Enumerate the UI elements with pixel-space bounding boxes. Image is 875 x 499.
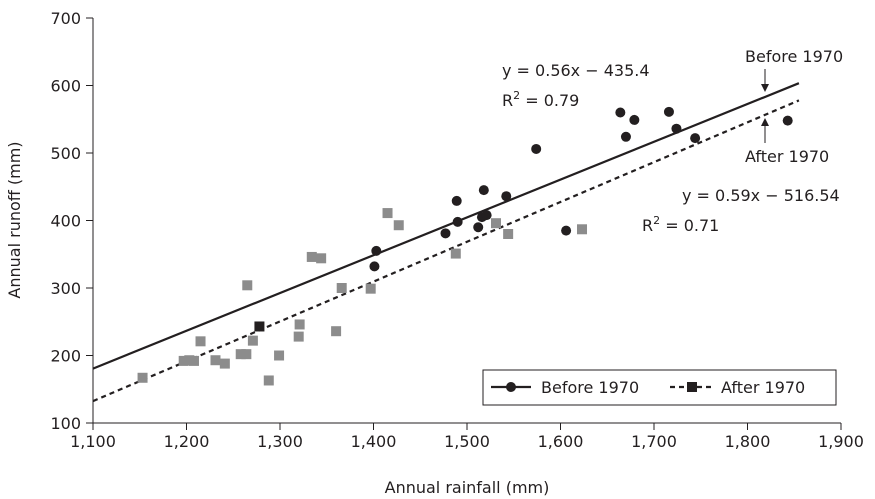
data-point-after-1970 bbox=[365, 283, 376, 294]
data-point-after-1970 bbox=[235, 349, 246, 360]
data-point-after-1970 bbox=[274, 350, 285, 361]
data-point-after-1970 bbox=[247, 335, 258, 346]
y-ticks: 100 200 300 400 500 600 700 bbox=[50, 9, 93, 433]
data-point-before-1970 bbox=[478, 185, 489, 196]
y-tick-label: 300 bbox=[50, 279, 81, 298]
before-1970-arrow bbox=[761, 69, 769, 92]
data-point-after-1970 bbox=[263, 375, 274, 386]
data-point-after-1970 bbox=[254, 321, 265, 332]
y-axis: 100 200 300 400 500 600 700 bbox=[50, 9, 94, 433]
x-axis: 1,100 1,200 1,300 1,400 1,500 1,600 1,700 1,800… bbox=[70, 422, 864, 451]
data-point-after-1970 bbox=[316, 253, 327, 264]
data-point-before-1970 bbox=[671, 123, 682, 134]
data-point-before-1970 bbox=[629, 114, 640, 125]
data-point-before-1970 bbox=[369, 261, 380, 272]
data-point-before-1970 bbox=[620, 131, 631, 142]
series-after-1970-points bbox=[137, 208, 588, 386]
legend-before-marker bbox=[506, 382, 516, 392]
x-tick-label: 1,300 bbox=[257, 432, 303, 451]
x-tick-label: 1,500 bbox=[444, 432, 490, 451]
data-point-before-1970 bbox=[501, 191, 512, 202]
data-point-before-1970 bbox=[452, 216, 463, 227]
x-tick-label: 1,100 bbox=[70, 432, 116, 451]
y-tick-label: 100 bbox=[50, 414, 81, 433]
data-point-before-1970 bbox=[371, 245, 382, 256]
data-point-before-1970 bbox=[615, 107, 626, 118]
before-r-squared: R2 = 0.79 bbox=[502, 89, 579, 110]
data-point-before-1970 bbox=[473, 222, 484, 233]
data-point-after-1970 bbox=[503, 229, 514, 239]
data-point-after-1970 bbox=[219, 358, 230, 369]
before-1970-callout: Before 1970 bbox=[745, 47, 843, 66]
y-axis-title: Annual runoff (mm) bbox=[5, 141, 24, 298]
x-tick-label: 1,800 bbox=[725, 432, 771, 451]
y-tick-label: 700 bbox=[50, 9, 81, 28]
after-1970-arrow bbox=[761, 118, 769, 143]
x-ticks: 1,100 1,200 1,300 1,400 1,500 1,600 1,700 1,800… bbox=[70, 423, 864, 451]
data-point-after-1970 bbox=[336, 283, 347, 293]
y-tick-label: 500 bbox=[50, 144, 81, 163]
x-tick-label: 1,400 bbox=[351, 432, 397, 451]
after-1970-callout: After 1970 bbox=[745, 147, 829, 166]
data-point-before-1970 bbox=[481, 210, 492, 221]
trend-line-after-1970 bbox=[92, 99, 800, 403]
data-point-after-1970 bbox=[577, 224, 588, 235]
data-point-after-1970 bbox=[188, 355, 199, 366]
data-point-after-1970 bbox=[137, 372, 148, 383]
data-point-after-1970 bbox=[382, 208, 393, 219]
trend-line-before-1970 bbox=[92, 82, 800, 370]
legend-box bbox=[482, 369, 837, 406]
legend-before-label: Before 1970 bbox=[541, 378, 639, 397]
data-point-after-1970 bbox=[393, 220, 404, 231]
data-point-after-1970 bbox=[293, 331, 304, 342]
after-equation: y = 0.59x − 516.54 bbox=[682, 186, 840, 205]
y-tick-label: 200 bbox=[50, 347, 81, 366]
data-point-after-1970 bbox=[490, 218, 501, 229]
x-axis-title: Annual rainfall (mm) bbox=[385, 478, 550, 497]
x-tick-label: 1,700 bbox=[631, 432, 677, 451]
x-tick-label: 1,900 bbox=[818, 432, 864, 451]
data-point-after-1970 bbox=[195, 336, 206, 347]
data-point-before-1970 bbox=[663, 106, 674, 117]
data-point-after-1970 bbox=[306, 251, 317, 262]
data-point-before-1970 bbox=[440, 228, 451, 239]
data-point-after-1970 bbox=[242, 280, 253, 291]
data-point-after-1970 bbox=[331, 326, 342, 337]
data-point-after-1970 bbox=[450, 248, 461, 259]
after-r-squared: R2 = 0.71 bbox=[642, 214, 719, 235]
data-point-before-1970 bbox=[451, 195, 462, 206]
before-equation: y = 0.56x − 435.4 bbox=[502, 61, 650, 80]
data-point-after-1970 bbox=[241, 349, 252, 360]
x-tick-label: 1,200 bbox=[164, 432, 210, 451]
data-point-before-1970 bbox=[782, 115, 793, 126]
y-tick-label: 400 bbox=[50, 212, 81, 231]
y-tick-label: 600 bbox=[50, 77, 81, 96]
data-point-after-1970 bbox=[294, 319, 305, 330]
legend-after-label: After 1970 bbox=[721, 378, 805, 397]
x-tick-label: 1,600 bbox=[538, 432, 584, 451]
legend: Before 1970 After 1970 bbox=[482, 369, 837, 406]
data-point-before-1970 bbox=[561, 225, 572, 236]
data-point-after-1970 bbox=[210, 355, 221, 366]
legend-after-marker bbox=[687, 382, 697, 392]
data-point-after-1970 bbox=[178, 355, 189, 366]
series-before-1970-points bbox=[369, 106, 793, 272]
data-point-before-1970 bbox=[690, 133, 701, 144]
data-point-before-1970 bbox=[531, 143, 542, 154]
